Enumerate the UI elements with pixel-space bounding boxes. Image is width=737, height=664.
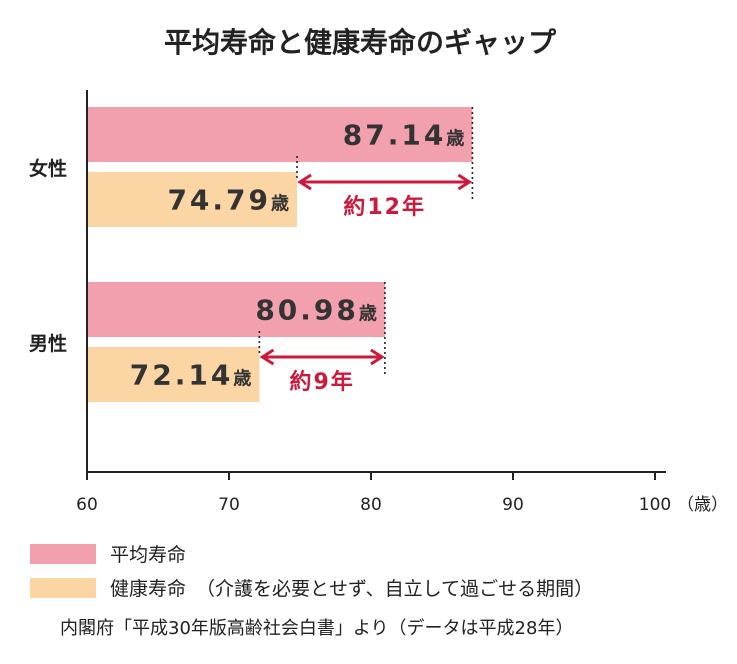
legend-item-average: 平均寿命	[30, 540, 186, 567]
x-tick-label: 90	[502, 495, 524, 515]
legend-swatch-healthy	[30, 577, 96, 598]
gap-label: 約12年	[343, 194, 426, 220]
source-note: 内閣府「平成30年版高齢社会白書」より（データは平成28年）	[60, 618, 574, 639]
data-label: 80.98歳	[255, 294, 377, 327]
legend-swatch-average	[30, 543, 96, 564]
x-tick-label: 80	[360, 495, 382, 515]
data-label: 87.14歳	[343, 119, 465, 152]
data-label: 74.79歳	[167, 184, 289, 217]
x-unit-label: （歳）	[677, 495, 728, 515]
category-label: 男性	[29, 332, 67, 355]
bar-healthy	[87, 172, 298, 227]
bar-average	[87, 107, 473, 162]
legend-label-average: 平均寿命	[110, 544, 187, 566]
legend-item-healthy: 健康寿命 （介護を必要とせず、自立して過ごせる期間）	[30, 574, 593, 601]
bar-healthy	[87, 347, 260, 402]
category-label: 女性	[29, 157, 67, 180]
gap-arrow-head-left	[297, 173, 312, 191]
chart-title: 平均寿命と健康寿命のギャップ	[164, 26, 557, 59]
gap-label: 約9年	[289, 369, 354, 395]
x-tick-label: 70	[218, 495, 240, 515]
legend-label-healthy: 健康寿命	[110, 578, 187, 600]
gap-arrow-head-right	[370, 348, 385, 366]
gap-arrow-head-right	[457, 173, 473, 191]
legend-note-healthy: （介護を必要とせず、自立して過ごせる期間）	[196, 578, 594, 600]
data-label: 72.14歳	[130, 359, 252, 392]
x-tick-label: 100	[639, 495, 671, 515]
bar-average	[87, 282, 385, 337]
gap-arrow-head-left	[259, 348, 275, 366]
x-tick-label: 60	[76, 495, 98, 515]
